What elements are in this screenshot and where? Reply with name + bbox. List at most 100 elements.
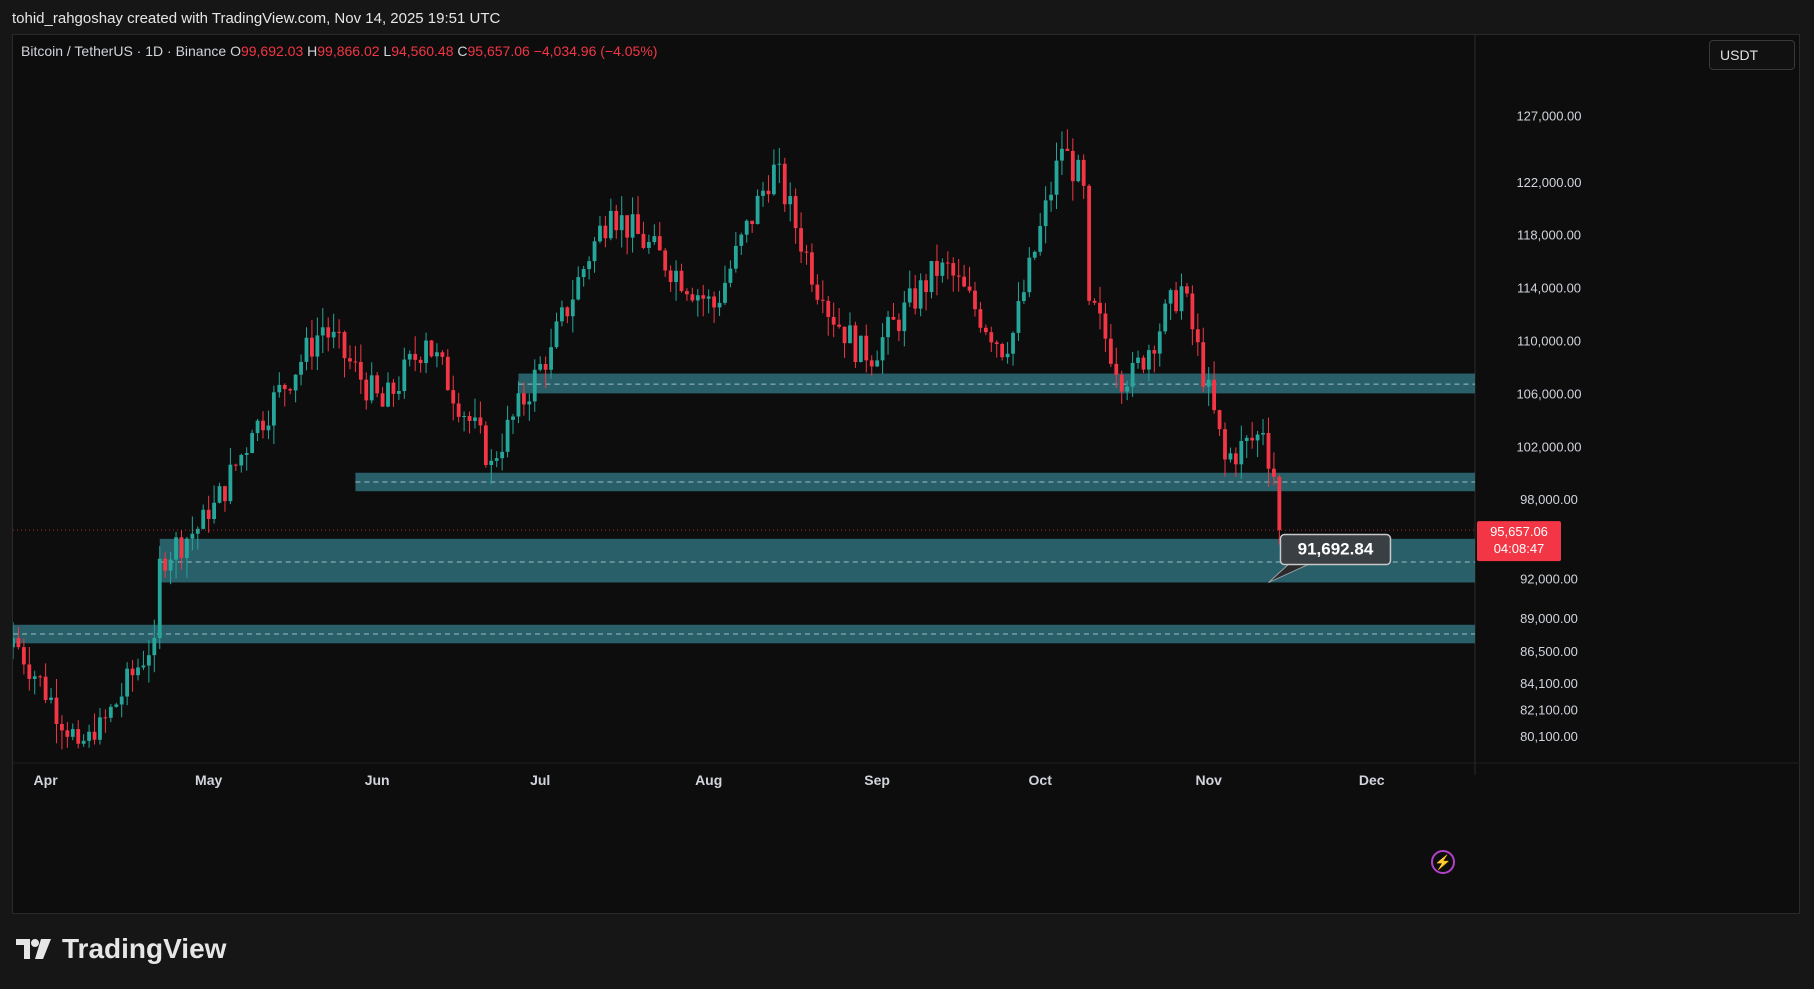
candle-body (625, 215, 630, 238)
price-tick-label: 82,100.00 (1520, 702, 1578, 717)
candle-body (271, 392, 276, 426)
candle-body (826, 300, 831, 317)
candle-body (1212, 379, 1217, 411)
currency-button[interactable]: USDT (1709, 40, 1795, 70)
candle-body (837, 324, 842, 327)
candle-body (445, 356, 450, 391)
candle-body (21, 647, 26, 665)
candle-body (49, 697, 53, 700)
candle-body (1255, 434, 1260, 441)
candle-body (353, 361, 358, 363)
candle-body (320, 327, 325, 336)
open-value: 99,692.03 (241, 43, 307, 59)
candle-body (1223, 429, 1227, 460)
candle-body (1087, 185, 1092, 301)
candle-body (674, 270, 678, 283)
close-label: C (457, 43, 467, 59)
candle-body (1157, 331, 1162, 354)
candle-body (299, 361, 303, 375)
candle-body (744, 220, 749, 235)
price-chart[interactable]: 127,000.00 122,000.00 118,000.00 114,000.00… (13, 35, 1801, 915)
candle-body (81, 740, 86, 744)
symbol-title: Bitcoin / TetherUS · 1D · Binance (21, 43, 230, 59)
candle-body (1060, 148, 1064, 161)
candle-body (32, 676, 37, 679)
chart-panel[interactable]: 127,000.00 122,000.00 118,000.00 114,000.00… (12, 34, 1801, 915)
candle-body (619, 215, 624, 231)
candle-body (429, 340, 434, 357)
lightning-icon[interactable]: ⚡ (1431, 850, 1455, 874)
candle-body (804, 251, 809, 253)
candle-body (1152, 350, 1157, 354)
candle-body (956, 275, 961, 277)
candle-body (331, 331, 336, 338)
candle-body (179, 537, 184, 558)
candle-body (1206, 379, 1211, 387)
candle-body (527, 401, 532, 405)
candle-body (467, 416, 472, 421)
candle-body (1076, 159, 1081, 182)
candle-body (146, 655, 151, 666)
candle-body (875, 360, 880, 367)
candle-body (386, 382, 390, 407)
candle-body (511, 416, 515, 420)
candle-body (451, 390, 456, 404)
candle-body (581, 269, 586, 278)
candle-body (761, 190, 765, 196)
ohlc-legend: Bitcoin / TetherUS · 1D · Binance O99,69… (21, 43, 657, 59)
candle-body (288, 389, 293, 391)
candle-body (1108, 338, 1113, 364)
candle-body (396, 391, 401, 394)
candle-body (424, 340, 428, 364)
candle-body (130, 668, 135, 676)
time-tick-label: Nov (1195, 772, 1222, 788)
candle-body (570, 299, 575, 317)
candle-body (500, 451, 505, 459)
price-tick-label: 84,100.00 (1520, 676, 1578, 691)
candle-body (168, 559, 173, 571)
candle-body (967, 286, 972, 291)
candle-body (978, 309, 983, 328)
candle-body (217, 486, 222, 503)
candle-body (842, 326, 847, 344)
candle-body (907, 288, 912, 303)
candle-body (1190, 293, 1195, 330)
price-tick-label: 106,000.00 (1516, 386, 1581, 401)
candle-body (565, 307, 570, 317)
candle-body (1027, 257, 1032, 293)
candle-body (782, 163, 787, 205)
candle-body (695, 295, 700, 301)
candle-body (1054, 160, 1059, 195)
candle-body (92, 731, 97, 740)
candle-body (1114, 363, 1119, 375)
candle-body (723, 282, 727, 303)
bar-countdown: 04:08:47 (1494, 541, 1545, 556)
candle-body (65, 730, 70, 737)
time-tick-label: Jun (365, 772, 390, 788)
candle-body (212, 502, 216, 519)
candle-body (70, 729, 75, 737)
candle-body (521, 393, 526, 405)
candle-body (206, 509, 211, 519)
candle-body (435, 352, 439, 357)
candle-body (858, 335, 863, 363)
candle-body (983, 327, 988, 333)
candle-body (375, 375, 380, 394)
candle-body (549, 347, 553, 370)
last-price-tag (1477, 521, 1561, 562)
candle-body (233, 464, 238, 466)
candle-body (1250, 437, 1255, 441)
candle-body (342, 332, 347, 359)
candle-body (54, 697, 59, 724)
candle-body (157, 558, 162, 638)
candle-body (16, 638, 21, 648)
high-label: H (307, 43, 317, 59)
candle-body (348, 358, 352, 362)
candle-body (973, 290, 977, 310)
candle-body (190, 533, 195, 539)
candle-body (668, 270, 673, 283)
candle-body (913, 288, 918, 309)
candle-body (1277, 476, 1282, 531)
candle-body (244, 453, 249, 455)
price-tick-label: 102,000.00 (1516, 439, 1581, 454)
